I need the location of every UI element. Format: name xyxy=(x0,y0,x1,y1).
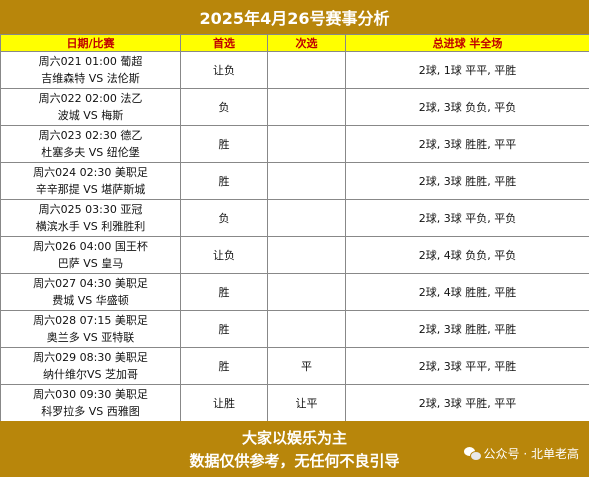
goals-cell: 2球, 3球 负负, 平负 xyxy=(345,88,589,126)
match-teams: 科罗拉多 VS 西雅图 xyxy=(41,405,140,418)
goals-cell: 2球, 3球 胜胜, 平胜 xyxy=(345,310,589,348)
match-teams: 波城 VS 梅斯 xyxy=(57,109,124,122)
second-pick-cell xyxy=(267,236,346,274)
second-pick-cell: 让平 xyxy=(267,384,346,422)
table-row: 周六024 02:30 美职足 辛辛那提 VS 堪萨斯城 胜 2球, 3球 胜胜… xyxy=(0,162,589,200)
header-first-pick: 首选 xyxy=(180,34,268,52)
first-pick-cell: 胜 xyxy=(180,310,268,348)
table-row: 周六022 02:00 法乙 波城 VS 梅斯 负 2球, 3球 负负, 平负 xyxy=(0,88,589,126)
match-cell: 周六026 04:00 国王杯 巴萨 VS 皇马 xyxy=(0,236,181,274)
match-date-league: 周六025 03:30 亚冠 xyxy=(38,203,143,216)
first-pick-cell: 让负 xyxy=(180,236,268,274)
first-pick-cell: 胜 xyxy=(180,125,268,163)
table-row: 周六030 09:30 美职足 科罗拉多 VS 西雅图 让胜 让平 2球, 3球… xyxy=(0,384,589,422)
goals-cell: 2球, 3球 胜胜, 平平 xyxy=(345,125,589,163)
match-table: 日期/比赛 首选 次选 总进球 半全场 周六021 01:00 葡超 吉维森特 … xyxy=(0,34,589,422)
table-row: 周六023 02:30 德乙 杜塞多夫 VS 纽伦堡 胜 2球, 3球 胜胜, … xyxy=(0,125,589,163)
table-header-row: 日期/比赛 首选 次选 总进球 半全场 xyxy=(0,34,589,52)
match-cell: 周六029 08:30 美职足 纳什维尔VS 芝加哥 xyxy=(0,347,181,385)
header-match: 日期/比赛 xyxy=(0,34,181,52)
second-pick-cell xyxy=(267,273,346,311)
match-date-league: 周六028 07:15 美职足 xyxy=(33,314,148,327)
match-date-league: 周六030 09:30 美职足 xyxy=(33,388,148,401)
watermark: 公众号 · 北单老高 xyxy=(463,445,579,462)
match-date-league: 周六027 04:30 美职足 xyxy=(33,277,148,290)
table-row: 周六026 04:00 国王杯 巴萨 VS 皇马 让负 2球, 4球 负负, 平… xyxy=(0,236,589,274)
second-pick-cell xyxy=(267,125,346,163)
second-pick-cell xyxy=(267,162,346,200)
table-row: 周六029 08:30 美职足 纳什维尔VS 芝加哥 胜 平 2球, 3球 平平… xyxy=(0,347,589,385)
match-teams: 纳什维尔VS 芝加哥 xyxy=(42,368,138,381)
goals-cell: 2球, 3球 平负, 平负 xyxy=(345,199,589,237)
match-date-league: 周六022 02:00 法乙 xyxy=(38,92,143,105)
first-pick-cell: 胜 xyxy=(180,273,268,311)
second-pick-cell xyxy=(267,51,346,89)
match-cell: 周六024 02:30 美职足 辛辛那提 VS 堪萨斯城 xyxy=(0,162,181,200)
header-second-pick: 次选 xyxy=(267,34,346,52)
table-row: 周六028 07:15 美职足 奥兰多 VS 亚特联 胜 2球, 3球 胜胜, … xyxy=(0,310,589,348)
match-date-league: 周六023 02:30 德乙 xyxy=(38,129,143,142)
match-date-league: 周六021 01:00 葡超 xyxy=(38,55,143,68)
table-row: 周六021 01:00 葡超 吉维森特 VS 法伦斯 让负 2球, 1球 平平,… xyxy=(0,51,589,89)
match-cell: 周六023 02:30 德乙 杜塞多夫 VS 纽伦堡 xyxy=(0,125,181,163)
first-pick-cell: 负 xyxy=(180,199,268,237)
goals-cell: 2球, 4球 负负, 平负 xyxy=(345,236,589,274)
wechat-icon xyxy=(463,447,482,461)
goals-cell: 2球, 3球 胜胜, 平胜 xyxy=(345,162,589,200)
goals-cell: 2球, 1球 平平, 平胜 xyxy=(345,51,589,89)
second-pick-cell xyxy=(267,88,346,126)
footer-banner: 大家以娱乐为主 数据仅供参考，无任何不良引导 公众号 · 北单老高 xyxy=(0,421,589,477)
header-goals: 总进球 半全场 xyxy=(345,34,589,52)
footer-slogan: 大家以娱乐为主 xyxy=(241,429,347,447)
goals-cell: 2球, 3球 平平, 平胜 xyxy=(345,347,589,385)
second-pick-cell: 平 xyxy=(267,347,346,385)
watermark-text: 公众号 · 北单老高 xyxy=(483,447,579,461)
goals-cell: 2球, 4球 胜胜, 平胜 xyxy=(345,273,589,311)
match-date-league: 周六024 02:30 美职足 xyxy=(33,166,148,179)
match-teams: 吉维森特 VS 法伦斯 xyxy=(41,72,140,85)
first-pick-cell: 胜 xyxy=(180,162,268,200)
match-teams: 奥兰多 VS 亚特联 xyxy=(46,331,135,344)
first-pick-cell: 让负 xyxy=(180,51,268,89)
match-date-league: 周六026 04:00 国王杯 xyxy=(33,240,148,253)
first-pick-cell: 胜 xyxy=(180,347,268,385)
match-cell: 周六028 07:15 美职足 奥兰多 VS 亚特联 xyxy=(0,310,181,348)
match-date-league: 周六029 08:30 美职足 xyxy=(33,351,148,364)
match-teams: 杜塞多夫 VS 纽伦堡 xyxy=(41,146,140,159)
goals-cell: 2球, 3球 平胜, 平平 xyxy=(345,384,589,422)
match-teams: 巴萨 VS 皇马 xyxy=(57,257,124,270)
match-teams: 辛辛那提 VS 堪萨斯城 xyxy=(35,183,146,196)
page-title: 2025年4月26号赛事分析 xyxy=(0,0,589,34)
match-cell: 周六030 09:30 美职足 科罗拉多 VS 西雅图 xyxy=(0,384,181,422)
first-pick-cell: 让胜 xyxy=(180,384,268,422)
match-cell: 周六027 04:30 美职足 费城 VS 华盛顿 xyxy=(0,273,181,311)
match-cell: 周六025 03:30 亚冠 横滨水手 VS 利雅胜利 xyxy=(0,199,181,237)
second-pick-cell xyxy=(267,310,346,348)
table-row: 周六027 04:30 美职足 费城 VS 华盛顿 胜 2球, 4球 胜胜, 平… xyxy=(0,273,589,311)
footer-disclaimer: 数据仅供参考，无任何不良引导 xyxy=(189,452,400,470)
second-pick-cell xyxy=(267,199,346,237)
match-teams: 费城 VS 华盛顿 xyxy=(52,294,129,307)
match-teams: 横滨水手 VS 利雅胜利 xyxy=(35,220,146,233)
match-cell: 周六022 02:00 法乙 波城 VS 梅斯 xyxy=(0,88,181,126)
match-cell: 周六021 01:00 葡超 吉维森特 VS 法伦斯 xyxy=(0,51,181,89)
table-row: 周六025 03:30 亚冠 横滨水手 VS 利雅胜利 负 2球, 3球 平负,… xyxy=(0,199,589,237)
first-pick-cell: 负 xyxy=(180,88,268,126)
